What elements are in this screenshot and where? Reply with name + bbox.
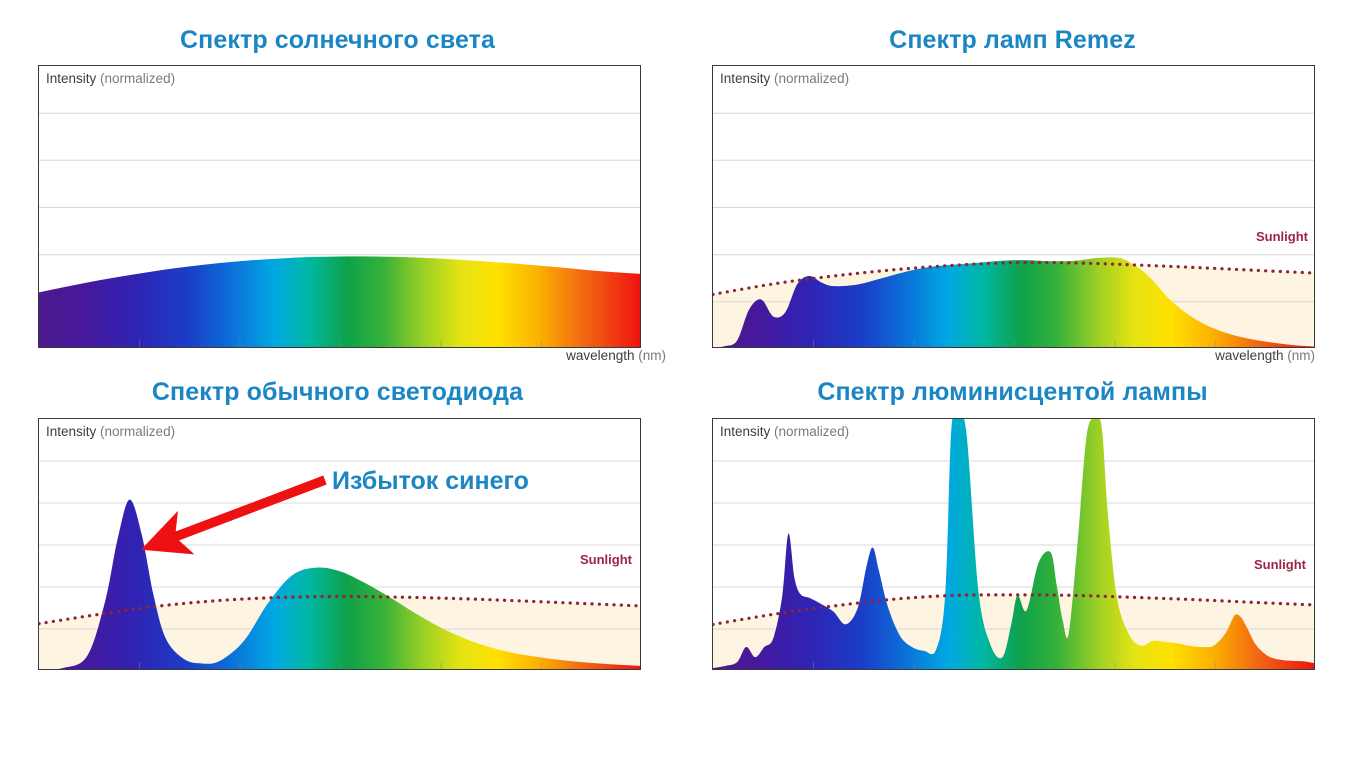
chart-remez-lamp-spectrum: Intensity (normalized) Sunlight	[712, 65, 1315, 348]
panel-title-ordinary-led-spectrum: Спектр обычного светодиода	[151, 378, 524, 406]
panel-title-sunlight-spectrum: Спектр солнечного света	[180, 26, 495, 54]
panel-sunlight-spectrum: Спектр солнечного света Intensity (norma…	[0, 0, 675, 370]
panel-title-fluorescent-lamp-spectrum: Спектр люминисцентой лампы	[817, 378, 1208, 406]
panel-title-remez-lamp-spectrum: Спектр ламп Remez	[889, 26, 1136, 54]
chart-canvas-ordinary-led-spectrum	[39, 419, 640, 669]
chart-canvas-remez-lamp-spectrum	[713, 66, 1314, 347]
chart-ordinary-led-spectrum: Intensity (normalized) Sunlight	[38, 418, 641, 670]
chart-sunlight-spectrum: Intensity (normalized)	[38, 65, 641, 348]
x-axis-label-unit: (nm)	[1287, 348, 1315, 363]
x-axis-label: wavelength (nm)	[1215, 348, 1315, 363]
panel-fluorescent-lamp-spectrum: Спектр люминисцентой лампы Intensity (no…	[675, 370, 1350, 710]
x-axis-label-main: wavelength	[566, 348, 635, 363]
panel-ordinary-led-spectrum: Спектр обычного светодиода Intensity (no…	[0, 370, 675, 710]
chart-fluorescent-lamp-spectrum: Intensity (normalized) Sunlight	[712, 418, 1315, 670]
x-axis-label-unit: (nm)	[638, 348, 666, 363]
chart-canvas-fluorescent-lamp-spectrum	[713, 419, 1314, 669]
x-axis-label: wavelength (nm)	[566, 348, 666, 363]
chart-canvas-sunlight-spectrum	[39, 66, 640, 347]
x-axis-label-main: wavelength	[1215, 348, 1284, 363]
callout-label-excess-blue: Избыток синего	[332, 467, 529, 495]
panel-remez-lamp-spectrum: Спектр ламп Remez Intensity (normalized)…	[675, 0, 1350, 370]
